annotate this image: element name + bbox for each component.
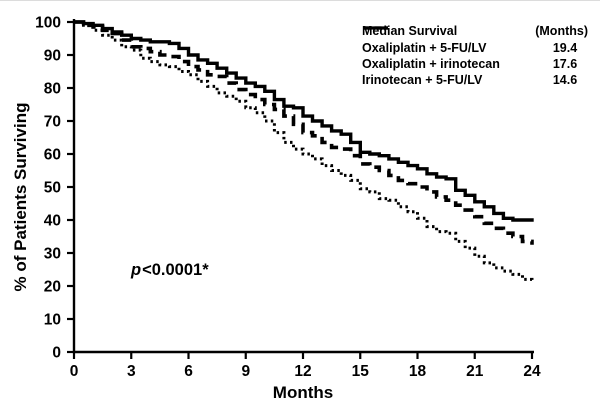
legend-series-label: Irinotecan + 5-FU/LV [362,73,483,87]
y-tick-label: 60 [44,147,61,164]
y-tick-label: 80 [44,81,61,98]
legend-dashed-line-icon [363,26,388,30]
legend-median-value: 17.6 [552,57,578,71]
y-tick-label: 50 [44,180,61,197]
x-tick-label: 24 [523,363,541,380]
legend-median-value: 19.4 [552,41,578,55]
survival-curve-dashed [74,20,534,245]
legend-row: Oxaliplatin + irinotecan 17.6 [362,26,588,72]
y-tick-label: 40 [44,213,61,230]
y-tick-label: 70 [44,114,61,131]
legend-rows: Oxaliplatin + 5-FU/LV 19.4 Oxaliplatin + i… [362,26,588,88]
legend-units-label: (Months) [535,24,588,38]
legend-series-label: Oxaliplatin + irinotecan [362,57,500,71]
y-axis-title: % of Patients Surviving [11,103,30,292]
p-value-symbol: p [131,261,142,279]
legend-dotted-line-icon [363,26,388,30]
legend-median-value: 14.6 [552,73,578,87]
legend-series-label: Oxaliplatin + 5-FU/LV [362,41,487,55]
x-tick-label: 3 [127,363,136,380]
x-tick-label: 21 [466,363,484,380]
p-value-annotation: p<0.0001* [131,261,209,280]
survival-curve-solid [74,20,534,222]
legend: Median Survival (Months) Oxaliplatin + 5… [362,23,588,88]
y-tick-label: 90 [44,48,61,65]
y-tick-label: 0 [52,345,61,362]
x-tick-label: 15 [352,363,370,380]
x-tick-label: 6 [184,363,193,380]
legend-row: Oxaliplatin + 5-FU/LV 19.4 [362,26,588,56]
x-tick-label: 12 [294,363,311,380]
y-tick-label: 100 [35,15,61,32]
x-tick-label: 18 [409,363,427,380]
survival-curve-dotted [74,20,534,283]
y-tick-label: 10 [44,312,61,329]
p-value-text: <0.0001* [142,261,209,279]
legend-row: Irinotecan + 5-FU/LV 14.6 [362,26,588,88]
y-tick-label: 30 [44,246,61,263]
x-tick-label: 0 [70,363,79,380]
x-tick-label: 9 [241,363,250,380]
x-axis-title: Months [273,383,333,402]
y-tick-label: 20 [44,279,61,296]
legend-header: Median Survival (Months) [362,23,588,39]
